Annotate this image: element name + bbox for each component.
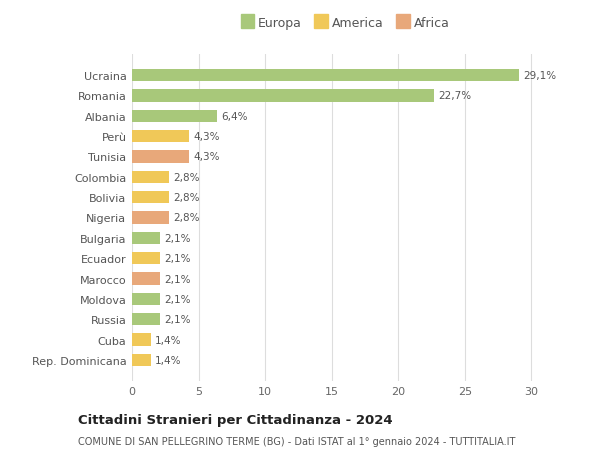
Text: 22,7%: 22,7% <box>438 91 472 101</box>
Text: 2,1%: 2,1% <box>164 314 190 325</box>
Legend: Europa, America, Africa: Europa, America, Africa <box>235 12 455 35</box>
Text: 2,8%: 2,8% <box>173 173 200 182</box>
Text: 6,4%: 6,4% <box>221 112 248 122</box>
Bar <box>132 151 189 163</box>
Text: 2,1%: 2,1% <box>164 254 190 263</box>
Bar <box>132 111 217 123</box>
Text: 2,1%: 2,1% <box>164 294 190 304</box>
Text: Cittadini Stranieri per Cittadinanza - 2024: Cittadini Stranieri per Cittadinanza - 2… <box>78 413 392 426</box>
Text: 2,8%: 2,8% <box>173 213 200 223</box>
Bar <box>132 70 520 82</box>
Text: COMUNE DI SAN PELLEGRINO TERME (BG) - Dati ISTAT al 1° gennaio 2024 - TUTTITALIA: COMUNE DI SAN PELLEGRINO TERME (BG) - Da… <box>78 436 515 446</box>
Bar <box>132 293 160 305</box>
Bar <box>132 131 189 143</box>
Text: 1,4%: 1,4% <box>155 355 181 365</box>
Bar <box>132 273 160 285</box>
Text: 4,3%: 4,3% <box>193 132 220 142</box>
Text: 29,1%: 29,1% <box>523 71 557 81</box>
Bar <box>132 232 160 244</box>
Text: 1,4%: 1,4% <box>155 335 181 345</box>
Bar <box>132 212 169 224</box>
Bar <box>132 171 169 184</box>
Bar <box>132 90 434 102</box>
Bar <box>132 313 160 325</box>
Text: 2,8%: 2,8% <box>173 193 200 203</box>
Text: 2,1%: 2,1% <box>164 233 190 243</box>
Bar <box>132 252 160 265</box>
Text: 4,3%: 4,3% <box>193 152 220 162</box>
Text: 2,1%: 2,1% <box>164 274 190 284</box>
Bar <box>132 334 151 346</box>
Bar <box>132 354 151 366</box>
Bar <box>132 192 169 204</box>
